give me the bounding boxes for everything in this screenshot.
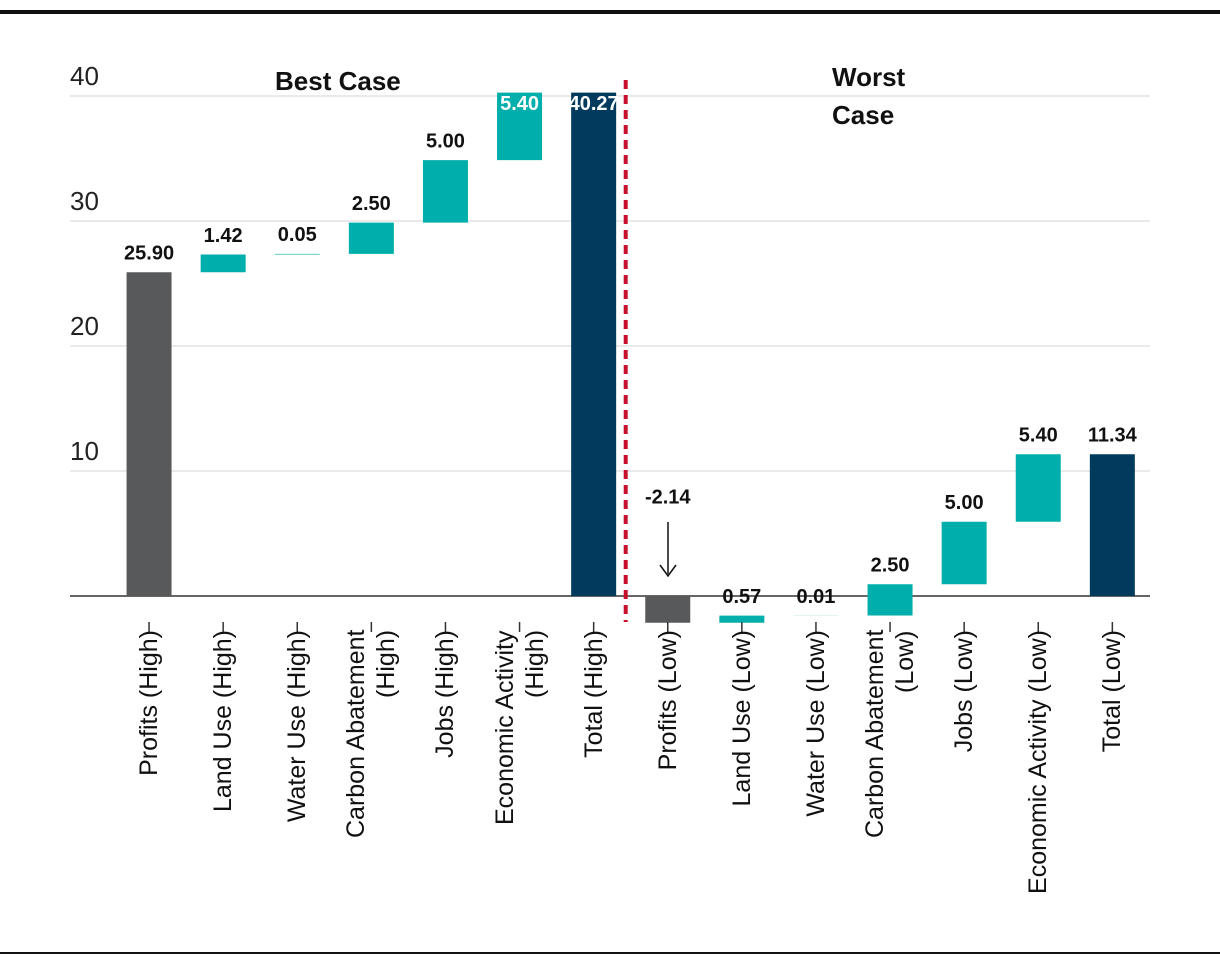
x-tick-label: Profits (High) xyxy=(135,630,164,776)
value-label: 2.50 xyxy=(352,193,391,215)
bar xyxy=(200,254,246,273)
y-tick-label: 40 xyxy=(70,61,99,91)
x-tick-label: Economic Activity (Low) xyxy=(1024,630,1053,894)
x-tick-label: Carbon Abatement (High) xyxy=(342,630,401,839)
value-label: 0.01 xyxy=(796,586,835,608)
value-label: 40.27 xyxy=(569,93,619,115)
value-label: 5.00 xyxy=(426,130,465,152)
bar xyxy=(497,92,543,161)
value-label: 5.00 xyxy=(945,492,984,514)
value-label: 5.40 xyxy=(1019,425,1058,447)
arrow-head xyxy=(659,564,677,578)
bar xyxy=(422,160,468,223)
x-tick-label: Jobs (Low) xyxy=(950,630,979,753)
x-tick-label: Total (Low) xyxy=(1098,630,1127,753)
x-tick-label: Jobs (High) xyxy=(431,630,460,758)
value-label: -2.14 xyxy=(645,486,691,508)
value-label: 0.05 xyxy=(278,224,317,246)
x-tick-label: Water Use (High) xyxy=(283,630,312,823)
bar xyxy=(941,521,987,585)
bar xyxy=(1015,454,1061,522)
value-label: 1.42 xyxy=(204,225,243,247)
value-label: 0.57 xyxy=(722,586,761,608)
value-label: 25.90 xyxy=(124,243,174,265)
bar xyxy=(645,596,691,623)
x-tick-label: Economic Activity (High) xyxy=(490,630,549,825)
x-tick-label: Land Use (Low) xyxy=(727,630,756,807)
y-tick-label: 30 xyxy=(70,186,99,216)
y-tick-label: 10 xyxy=(70,436,99,466)
bar xyxy=(571,92,617,596)
bar xyxy=(719,615,765,623)
annotation: Best Case xyxy=(275,66,401,96)
bottom-rule xyxy=(0,952,1220,954)
value-label: 5.40 xyxy=(500,93,539,115)
bar xyxy=(348,222,394,254)
bar xyxy=(274,253,320,255)
annotation: Worst Case xyxy=(832,62,906,130)
value-label: 2.50 xyxy=(871,555,910,577)
top-rule xyxy=(0,10,1220,14)
value-label: 11.34 xyxy=(1088,425,1138,447)
x-tick-label: Carbon Abatement (Low) xyxy=(861,630,920,839)
x-tick-label: Profits (Low) xyxy=(653,630,682,771)
bar xyxy=(126,272,172,596)
y-tick-label: 20 xyxy=(70,311,99,341)
x-tick-label: Total (High) xyxy=(579,630,608,758)
bar xyxy=(1089,454,1135,596)
x-tick-label: Land Use (High) xyxy=(209,630,238,813)
bar xyxy=(867,584,913,616)
x-tick-label: Water Use (Low) xyxy=(801,630,830,817)
